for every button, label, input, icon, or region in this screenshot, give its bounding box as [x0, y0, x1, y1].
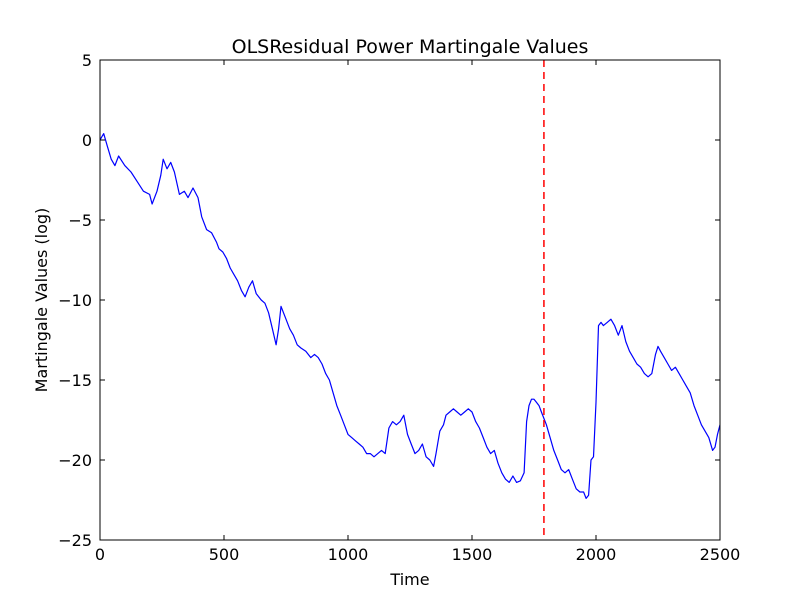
y-tick-label: −5 — [68, 211, 92, 230]
y-tick-label: −25 — [58, 531, 92, 550]
y-tick-label: −10 — [58, 291, 92, 310]
y-tick-label: −20 — [58, 451, 92, 470]
y-axis: 5 0 −5 −10 −15 −20 −25 — [58, 51, 720, 550]
x-tick-label: 2000 — [576, 545, 617, 564]
x-axis: 0 500 1000 1500 2000 2500 — [95, 60, 740, 564]
series-layer — [100, 60, 720, 540]
chart-title: OLSResidual Power Martingale Values — [232, 36, 589, 58]
x-tick-label: 1500 — [452, 545, 493, 564]
y-tick-label: 0 — [82, 131, 92, 150]
x-tick-label: 1000 — [328, 545, 369, 564]
y-tick-label: 5 — [82, 51, 92, 70]
x-tick-label: 0 — [95, 545, 105, 564]
y-axis-label: Martingale Values (log) — [32, 208, 51, 393]
x-tick-label: 500 — [209, 545, 240, 564]
y-tick-label: −15 — [58, 371, 92, 390]
martingale-series-line — [100, 133, 720, 499]
x-axis-label: Time — [389, 570, 429, 589]
x-tick-label: 2500 — [700, 545, 741, 564]
